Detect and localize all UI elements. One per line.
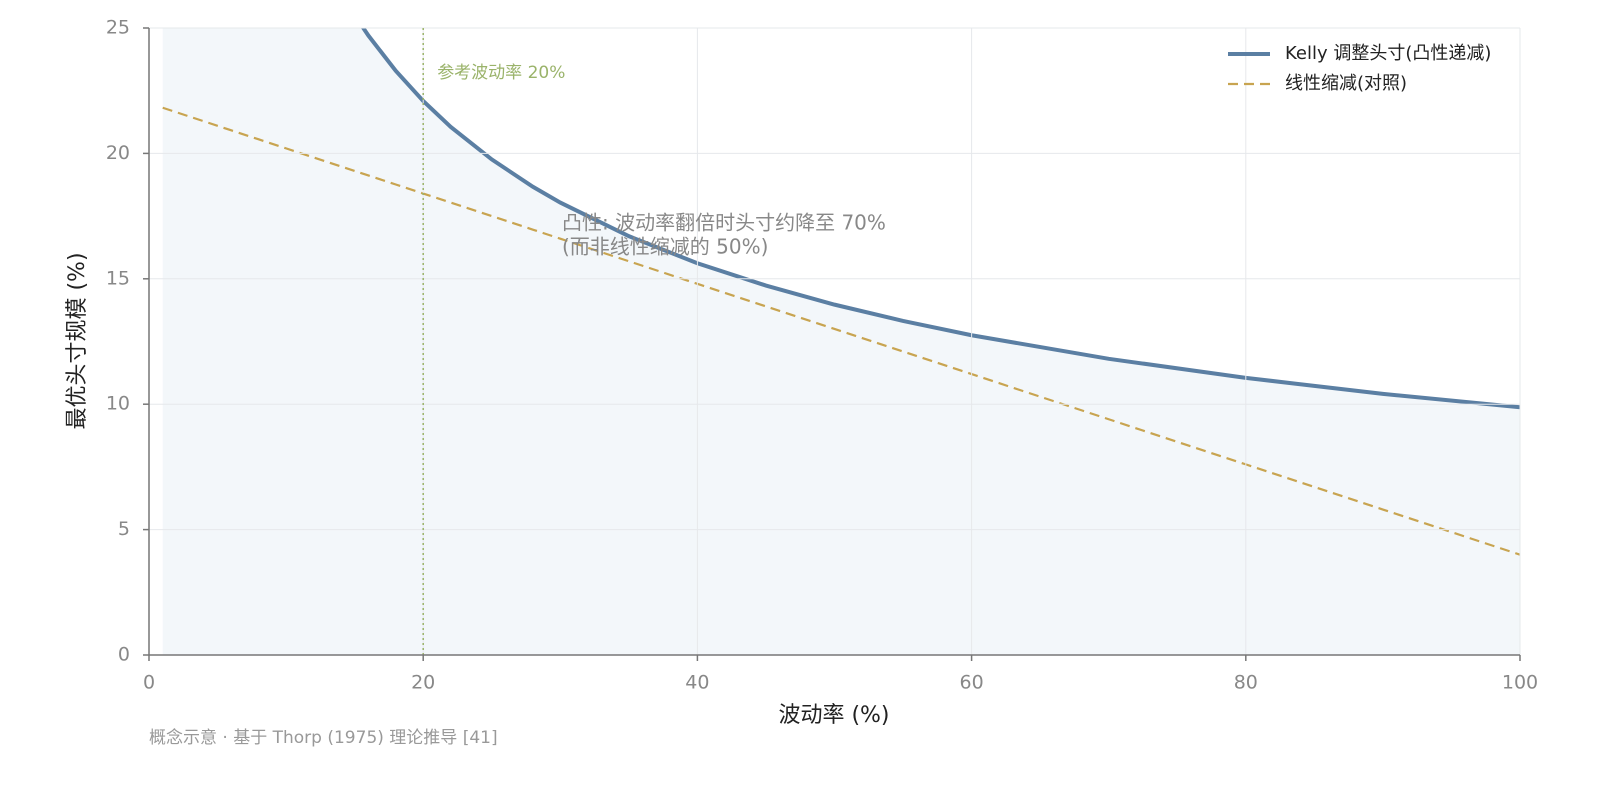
y-axis-label: 最优头寸规模 (%)	[65, 252, 90, 429]
area-fill	[162, 28, 1520, 655]
x-tick-label: 80	[1234, 672, 1258, 694]
x-tick-label: 60	[960, 672, 984, 694]
x-axis-label: 波动率 (%)	[778, 703, 889, 728]
annotation: 凸性: 波动率翻倍时头寸约降至 70%	[562, 211, 886, 235]
x-tick-label: 100	[1502, 672, 1538, 694]
footnote: 概念示意 · 基于 Thorp (1975) 理论推导 [41]	[149, 727, 498, 748]
reference-label: 参考波动率 20%	[437, 63, 565, 83]
legend-label: Kelly 调整头寸(凸性递减)	[1285, 43, 1491, 64]
y-tick-label: 0	[118, 644, 130, 666]
legend-label: 线性缩减(对照)	[1285, 73, 1407, 94]
x-tick-label: 20	[411, 672, 435, 694]
y-tick-label: 25	[106, 17, 130, 39]
y-tick-label: 15	[106, 267, 130, 289]
annotation: (而非线性缩减的 50%)	[562, 235, 768, 259]
y-tick-label: 10	[106, 393, 130, 415]
plot-area	[162, 28, 1520, 655]
y-tick-label: 20	[106, 142, 130, 164]
y-tick-label: 5	[118, 518, 130, 540]
series-line	[360, 28, 1520, 410]
x-tick-label: 40	[685, 672, 709, 694]
x-tick-label: 0	[143, 672, 155, 694]
series-line	[162, 106, 1520, 556]
